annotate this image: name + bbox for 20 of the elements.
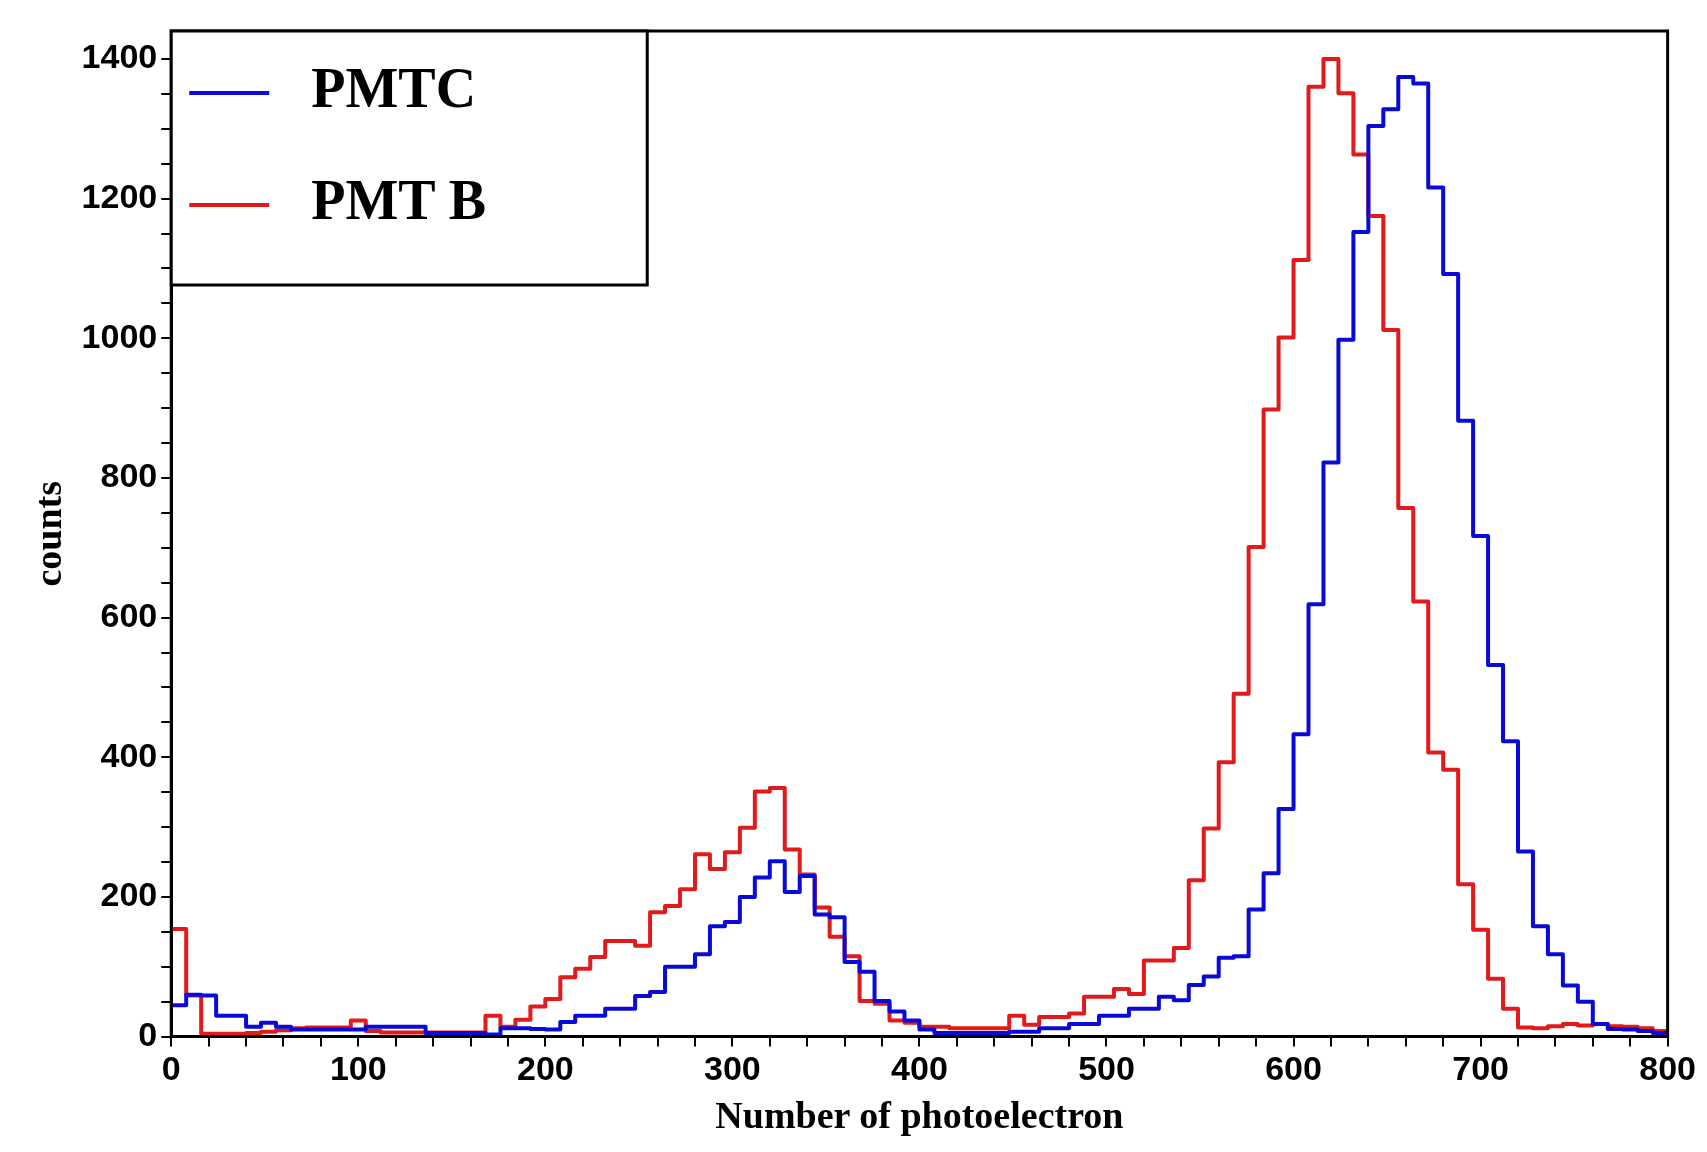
y-tick-label: 1200 [81,176,158,215]
x-tick-label: 300 [704,1049,761,1088]
x-tick-label: 500 [1078,1049,1135,1088]
y-tick-label: 400 [100,735,158,774]
y-tick-label: 600 [100,595,158,634]
y-tick-label: 800 [100,456,158,495]
x-tick-label: 800 [1639,1049,1696,1088]
x-axis-title: Number of photoelectron [715,1094,1124,1137]
x-tick-label: 200 [516,1049,574,1088]
y-tick-label: 0 [138,1014,158,1053]
y-tick-label: 1000 [81,316,158,355]
legend-label: PMTC [311,57,477,120]
y-axis-title: counts [26,481,69,587]
y-tick-label: 1400 [81,37,158,76]
y-tick-label: 200 [100,875,158,914]
x-tick-label: 400 [891,1049,948,1088]
x-tick-label: 100 [329,1049,387,1088]
legend-label: PMT B [311,169,486,232]
x-tick-label: 600 [1265,1049,1322,1088]
x-tick-label: 700 [1452,1049,1509,1088]
